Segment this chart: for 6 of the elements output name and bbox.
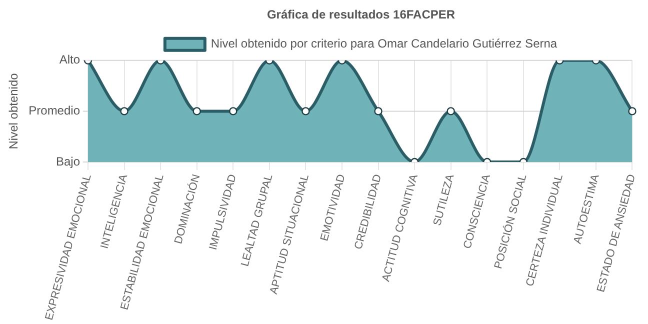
ref-line-label: Promedio (28, 104, 80, 118)
ref-line-label: Bajo (56, 154, 80, 168)
chart-title: Gráfica de resultados 16FACPER (266, 8, 456, 22)
y-axis-title: Nivel obtenido (6, 72, 20, 150)
legend-label: Nivel obtenido por criterio para Omar Candelario Gutiérrez Serna (210, 36, 558, 51)
ref-line-label: Alto (59, 52, 80, 67)
